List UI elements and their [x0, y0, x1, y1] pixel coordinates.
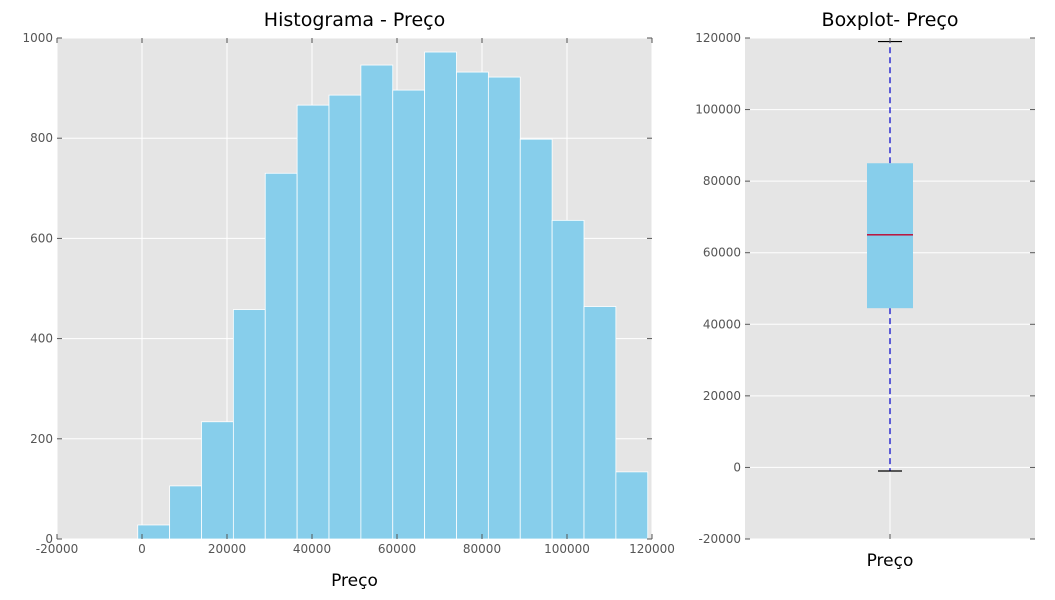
- histogram-y-tick-label: 0: [45, 532, 53, 546]
- histogram-x-tick-label: 120000: [629, 542, 675, 556]
- histogram-x-tick-label: -20000: [36, 542, 79, 556]
- boxplot-box: [867, 163, 913, 309]
- boxplot-category-label: Preço: [867, 551, 914, 571]
- histogram-bar: [519, 138, 553, 540]
- histogram-bar: [296, 104, 330, 540]
- histogram-bar: [487, 76, 521, 540]
- boxplot-chart: -20000020000400006000080000100000120000 …: [695, 9, 1035, 571]
- histogram-x-axis-label: Preço: [331, 571, 378, 591]
- histogram-x-tick-label: 80000: [463, 542, 501, 556]
- histogram-y-tick-label: 600: [30, 231, 53, 245]
- histogram-bar: [264, 172, 298, 540]
- boxplot-y-tick-label: -20000: [698, 532, 741, 546]
- boxplot-y-tick-label: 20000: [703, 389, 741, 403]
- histogram-y-tick-label: 200: [30, 432, 53, 446]
- boxplot-title: Boxplot- Preço: [822, 9, 959, 31]
- histogram-bar: [137, 524, 171, 540]
- boxplot-y-tick-label: 80000: [703, 174, 741, 188]
- histogram-x-tick-label: 100000: [544, 542, 590, 556]
- histogram-bar: [583, 306, 617, 540]
- histogram-x-tick-label: 0: [138, 542, 146, 556]
- boxplot-y-tick-label: 60000: [703, 246, 741, 260]
- histogram-bar: [424, 51, 457, 540]
- histogram-bar: [232, 309, 266, 540]
- histogram-bar: [551, 219, 585, 540]
- histogram-bar: [328, 94, 362, 540]
- boxplot-y-tick-label: 40000: [703, 317, 741, 331]
- histogram-bar: [456, 71, 489, 540]
- histogram-bar: [392, 89, 426, 540]
- boxplot-y-tick-label: 100000: [695, 103, 741, 117]
- histogram-x-tick-label: 40000: [293, 542, 331, 556]
- histogram-bar: [201, 421, 234, 540]
- histogram-bars: [137, 51, 649, 540]
- boxplot-y-tick-label: 120000: [695, 31, 741, 45]
- histogram-y-tick-label: 1000: [22, 31, 53, 45]
- histogram-ticks: -20000 0 20000 40000 60000 80000 100000 1200000…: [22, 31, 674, 556]
- boxplot-ticks: -20000 0 20000 40000 60000 80000 100000 120000: [695, 31, 1035, 546]
- histogram-bar: [360, 64, 394, 540]
- histogram-bar: [615, 471, 649, 540]
- histogram-title: Histograma - Preço: [264, 9, 445, 31]
- boxplot-marks: [867, 40, 913, 472]
- histogram-y-tick-label: 800: [30, 131, 53, 145]
- histogram-chart: -20000 0 20000 40000 60000 80000 100000 1200000…: [22, 9, 674, 591]
- histogram-y-tick-label: 400: [30, 332, 53, 346]
- histogram-x-tick-label: 60000: [378, 542, 416, 556]
- histogram-x-tick-label: 20000: [208, 542, 246, 556]
- histogram-bar: [169, 485, 202, 540]
- boxplot-y-tick-label: 0: [733, 460, 741, 474]
